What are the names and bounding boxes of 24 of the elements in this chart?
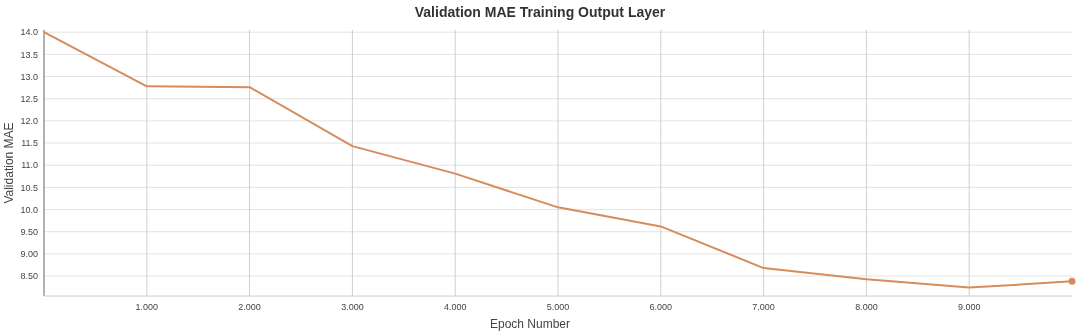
x-tick-label: 1.000 bbox=[135, 302, 159, 312]
chart-title: Validation MAE Training Output Layer bbox=[414, 4, 666, 20]
y-tick-label: 11.0 bbox=[21, 160, 38, 171]
x-tick-label: 4.000 bbox=[443, 302, 467, 312]
y-axis-title: Validation MAE bbox=[2, 122, 16, 204]
y-tick-label: 14.0 bbox=[20, 27, 38, 38]
x-tick-label: 7.000 bbox=[752, 302, 775, 312]
x-tick-label: 5.000 bbox=[546, 302, 570, 312]
x-tick-label: 2.000 bbox=[238, 302, 261, 312]
y-tick-label: 13.5 bbox=[20, 49, 38, 60]
y-tick-label: 13.0 bbox=[20, 71, 38, 82]
y-tick-label: 10.5 bbox=[20, 182, 38, 193]
y-tick-label: 9.50 bbox=[20, 226, 38, 237]
y-tick-label: 8.50 bbox=[20, 271, 38, 282]
x-tick-label: 8.000 bbox=[855, 302, 878, 312]
y-tick-label: 11.5 bbox=[21, 138, 38, 149]
y-tick-label: 10.0 bbox=[20, 204, 38, 215]
y-tick-label: 12.0 bbox=[20, 116, 38, 127]
x-tick-label: 6.000 bbox=[649, 302, 673, 312]
x-axis-title: Epoch Number bbox=[489, 317, 571, 331]
y-tick-label: 9.00 bbox=[20, 249, 38, 260]
x-tick-label: 3.000 bbox=[341, 302, 364, 312]
y-tick-label: 12.5 bbox=[20, 93, 38, 104]
x-tick-label: 9.000 bbox=[957, 302, 981, 312]
